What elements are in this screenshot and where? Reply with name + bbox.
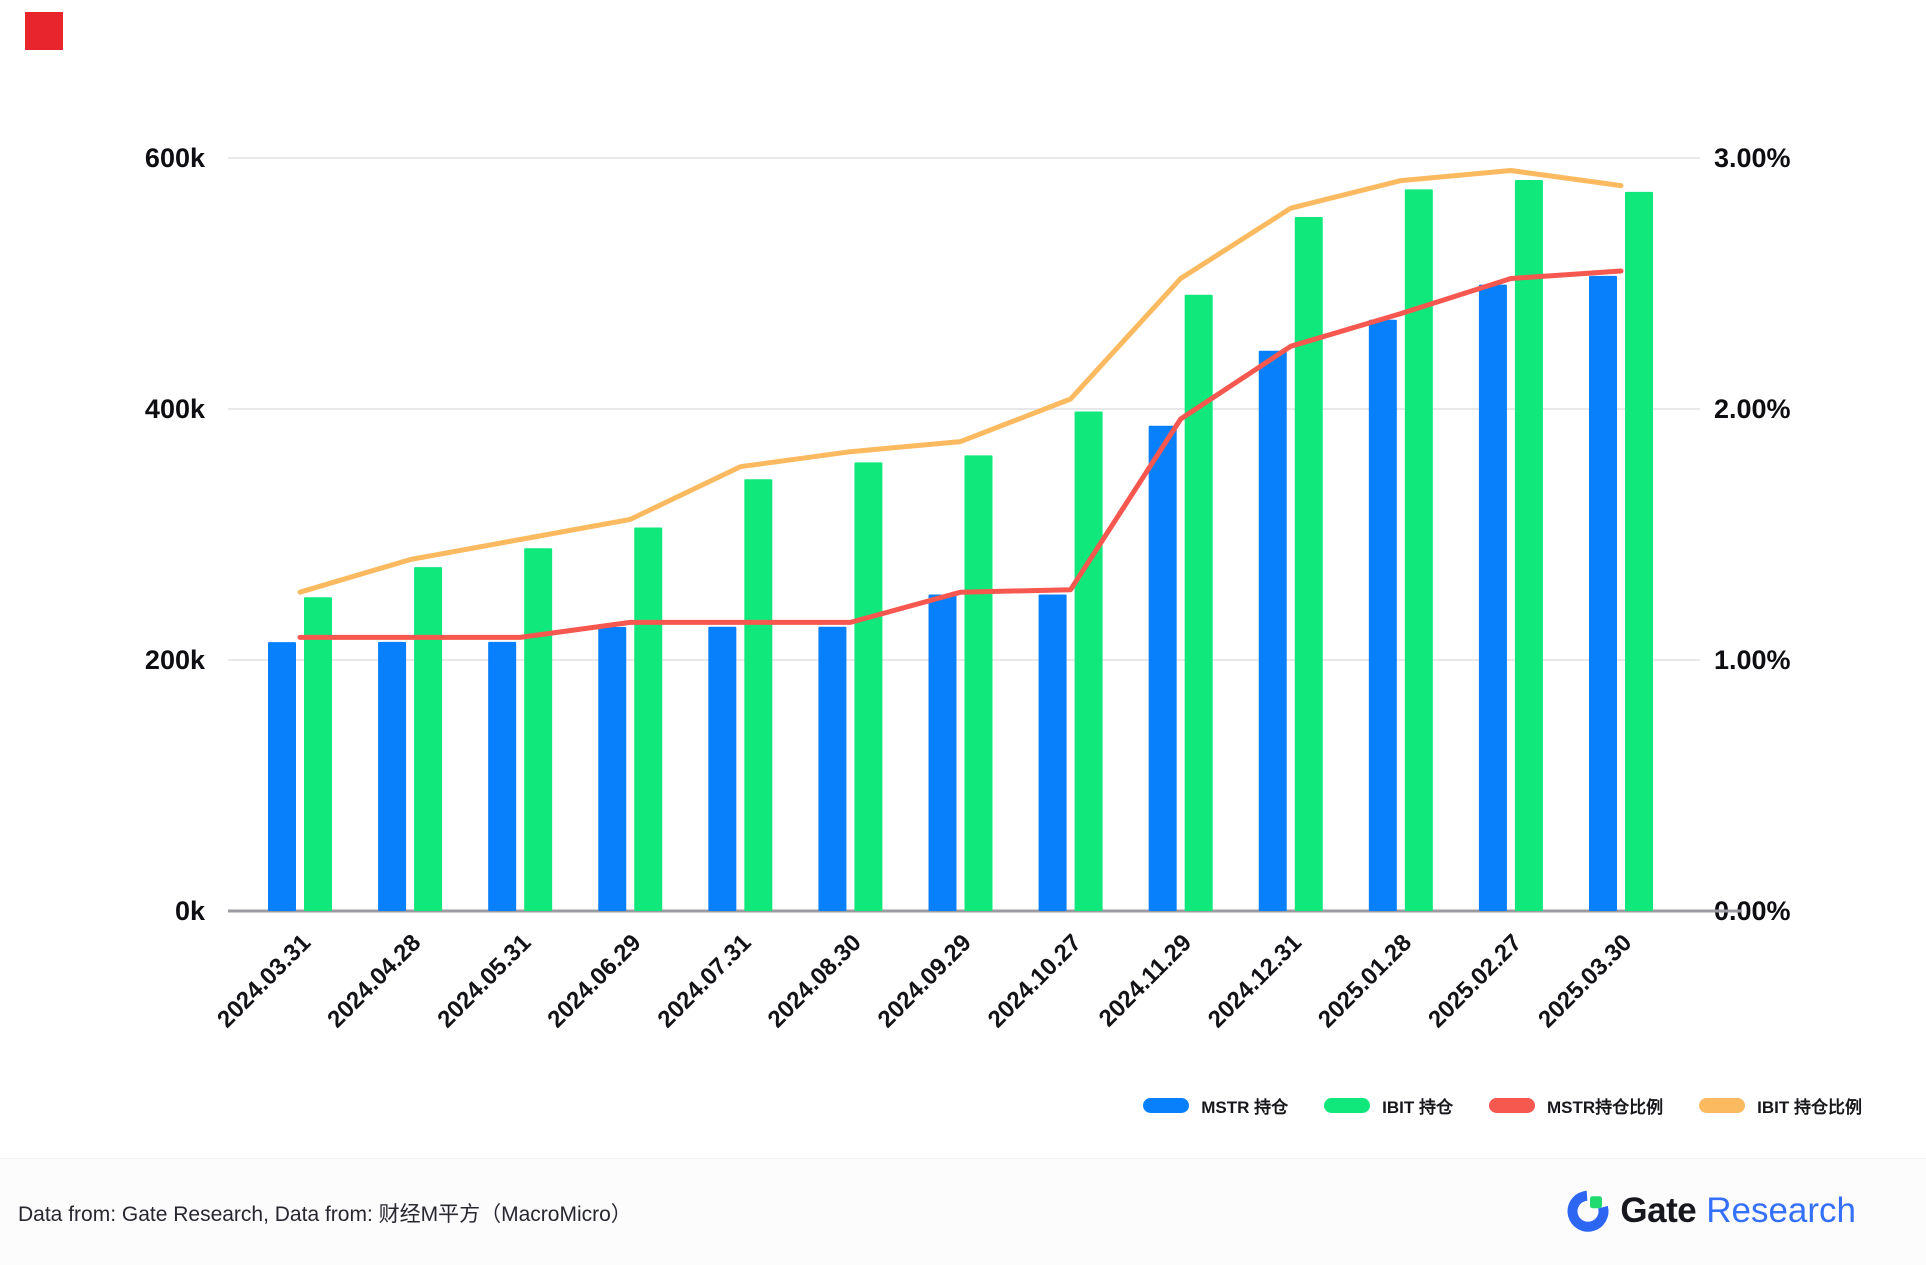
x-axis-date-label: 2025.01.28: [1313, 929, 1417, 1033]
bar-mstr-2025.01.28: [1368, 319, 1397, 911]
gate-research-logo: Gate Research: [1566, 1189, 1856, 1233]
bar-ibit-2024.10.27: [1074, 411, 1103, 911]
x-axis-date-label: 2024.06.29: [542, 929, 646, 1033]
right-axis-tick: 1.00%: [1714, 645, 1791, 675]
bar-mstr-2024.10.27: [1038, 594, 1067, 911]
legend-label: IBIT 持仓: [1382, 1097, 1453, 1117]
x-axis-date-label: 2025.02.27: [1423, 929, 1527, 1033]
right-axis-tick: 3.00%: [1714, 143, 1791, 173]
data-source-text: Data from: Gate Research, Data from: 财经M…: [18, 1202, 632, 1226]
bar-ibit-2024.03.31: [304, 597, 332, 911]
gate-logo-green-square: [1590, 1195, 1603, 1208]
x-axis-date-label: 2024.07.31: [653, 929, 757, 1033]
bar-ibit-2025.03.30: [1625, 191, 1653, 911]
bar-ibit-2024.12.31: [1294, 216, 1323, 912]
bar-mstr-2024.08.30: [818, 626, 847, 911]
x-axis-date-label: 2024.03.31: [212, 929, 316, 1033]
bar-ibit-2024.06.29: [634, 527, 663, 911]
bar-mstr-2024.05.31: [488, 641, 517, 911]
bar-mstr-2024.07.31: [708, 626, 737, 911]
x-axis-date-label: 2024.10.27: [983, 929, 1087, 1033]
gate-logo-text: Gate: [1620, 1190, 1697, 1230]
bar-ibit-2025.01.28: [1404, 189, 1433, 911]
bar-ibit-2024.04.28: [414, 567, 443, 911]
research-logo-text: Research: [1706, 1190, 1856, 1230]
left-axis-tick: 0k: [175, 896, 206, 926]
bar-mstr-2024.11.29: [1148, 425, 1177, 911]
red-square-marker: [25, 12, 63, 50]
left-axis-tick: 200k: [145, 645, 206, 675]
holdings-chart: 0k 0.00%200k 1.00%400k 2.00%600k 3.00%2024.0…: [145, 143, 1791, 1033]
legend-item-IBIT 持仓比例: IBIT 持仓比例: [1699, 1093, 1862, 1118]
bar-ibit-2024.11.29: [1184, 294, 1213, 911]
bar-mstr-2025.02.27: [1478, 284, 1507, 911]
gate-logo-icon: [1567, 1190, 1609, 1232]
x-axis-date-label: 2025.03.30: [1533, 929, 1637, 1033]
bar-ibit-2024.05.31: [524, 548, 553, 911]
bar-mstr-2024.09.29: [928, 594, 957, 911]
bar-ibit-2024.07.31: [744, 479, 773, 911]
line-IBIT 持仓比例: [297, 168, 1624, 595]
x-axis-date-label: 2024.05.31: [432, 929, 536, 1033]
legend-item-IBIT 持仓: IBIT 持仓: [1324, 1093, 1453, 1118]
legend-label: IBIT 持仓比例: [1757, 1097, 1862, 1117]
legend-swatch: [1324, 1097, 1371, 1113]
legend-label: MSTR 持仓: [1201, 1097, 1289, 1117]
bar-ibit-2024.09.29: [964, 455, 993, 911]
legend-item-MSTR持仓比例: MSTR持仓比例: [1488, 1093, 1664, 1118]
legend-swatch: [1143, 1097, 1190, 1113]
bar-mstr-2025.03.30: [1589, 275, 1617, 912]
bar-mstr-2024.03.31: [268, 642, 296, 911]
x-axis-date-label: 2024.12.31: [1203, 929, 1307, 1033]
legend-label: MSTR持仓比例: [1546, 1097, 1664, 1117]
chart-legend: MSTR 持仓 IBIT 持仓 MSTR持仓比例 IBIT 持仓比例: [1143, 1088, 1862, 1122]
bar-mstr-2024.06.29: [598, 626, 627, 911]
x-axis-date-label: 2024.09.29: [873, 929, 977, 1033]
legend-item-MSTR 持仓: MSTR 持仓: [1143, 1093, 1288, 1118]
bar-mstr-2024.04.28: [378, 641, 407, 911]
left-axis-tick: 600k: [145, 143, 206, 173]
legend-swatch: [1488, 1097, 1535, 1113]
line-MSTR持仓比例: [297, 268, 1624, 640]
bar-ibit-2025.02.27: [1514, 179, 1543, 911]
right-axis-tick: 2.00%: [1714, 394, 1791, 424]
x-axis-date-label: 2024.04.28: [322, 929, 426, 1033]
x-axis-date-label: 2024.11.29: [1094, 929, 1197, 1032]
footer: Data from: Gate Research, Data from: 财经M…: [0, 1158, 1926, 1265]
left-axis-tick: 400k: [145, 394, 206, 424]
bar-mstr-2024.12.31: [1258, 350, 1287, 911]
bar-ibit-2024.08.30: [854, 462, 883, 911]
x-axis-date-label: 2024.08.30: [763, 929, 867, 1033]
legend-swatch: [1699, 1097, 1746, 1113]
